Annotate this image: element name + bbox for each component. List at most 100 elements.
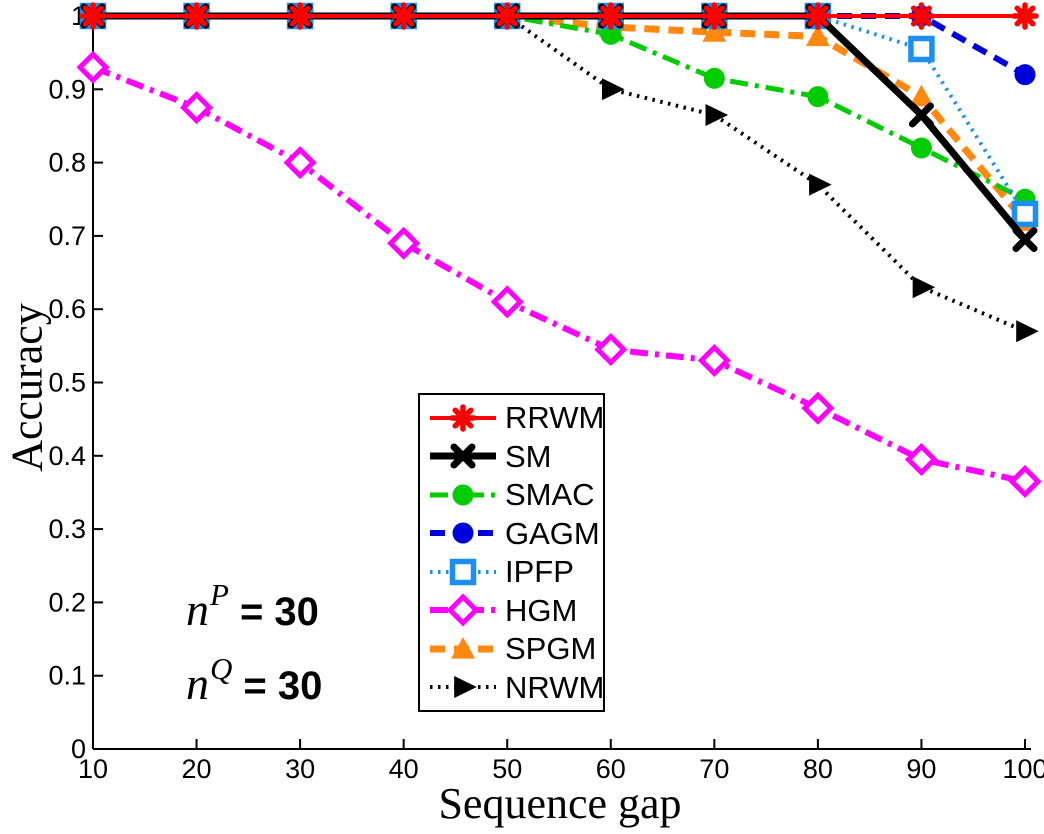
legend-item-HGM: HGM (428, 592, 603, 628)
legend-label-RRWM: RRWM (505, 400, 605, 436)
series-marker-HGM (1008, 464, 1042, 498)
legend-marker-glyph-GAGM (452, 522, 474, 544)
series-marker-SPGM (805, 24, 830, 47)
legend-marker-glyph-IPFP (449, 558, 477, 585)
legend-label-SPGM: SPGM (505, 631, 597, 667)
y-axis-label: Accuracy (2, 303, 52, 472)
legend-marker-NRWM (430, 676, 496, 699)
series-marker-HGM (490, 285, 524, 319)
series-marker-NRWM (809, 173, 832, 196)
x-tick-label: 30 (285, 754, 315, 784)
y-tick-label: 0.3 (48, 514, 86, 544)
series-marker-SM (1012, 227, 1038, 253)
legend-marker-glyph-SMAC (452, 484, 474, 506)
legend-label-IPFP: IPFP (505, 554, 574, 590)
legend-marker-IPFP (430, 558, 496, 585)
x-tick-label: 90 (906, 754, 936, 784)
series-line-NRWM (93, 14, 1026, 334)
legend-marker-glyph-SM (450, 443, 476, 469)
series-marker-IPFP (908, 35, 935, 63)
y-tick-label: 0.4 (48, 441, 86, 471)
series-marker-HGM (594, 332, 628, 367)
y-tick-label: 0.9 (48, 74, 86, 104)
series-line-HGM (91, 64, 1026, 485)
legend-marker-glyph-SPGM (451, 636, 475, 659)
series-marker-RRWM (597, 2, 625, 30)
legend-label-NRWM: NRWM (505, 669, 605, 705)
x-tick-label: 40 (389, 754, 419, 784)
legend-item-NRWM: NRWM (428, 669, 605, 705)
series-marker-HGM (697, 343, 731, 378)
series-line-SMAC (93, 13, 1027, 202)
series-marker-IPFP (1011, 200, 1039, 228)
series-marker-RRWM (1011, 2, 1039, 30)
x-tick-label: 10 (78, 754, 108, 784)
annotation-nq-var: n (186, 658, 209, 709)
annotation-nq-value: = 30 (243, 664, 323, 708)
y-tick-label: 0.5 (48, 368, 86, 398)
legend-label-GAGM: GAGM (505, 515, 600, 551)
series-marker-RRWM (79, 2, 107, 30)
series-line-SPGM (93, 12, 1028, 224)
legend-marker-glyph-HGM (446, 593, 480, 627)
y-tick-label: 0.2 (48, 587, 86, 617)
annotation-np-sup: P (210, 577, 229, 612)
series-marker-HGM (801, 391, 835, 425)
legend-marker-SPGM (430, 636, 496, 659)
legend: RRWM SM SMAC GAGM IPFP HGM SPGM NRWM (418, 393, 605, 712)
series-marker-RRWM (493, 2, 521, 30)
series-marker-RRWM (286, 2, 314, 30)
series-marker-HGM (387, 226, 421, 260)
legend-marker-HGM (430, 593, 496, 627)
series-marker-SMAC (807, 86, 829, 108)
legend-marker-RRWM (430, 403, 496, 432)
x-tick-label: 50 (492, 754, 522, 784)
series-marker-SM (908, 102, 934, 128)
y-tick-label: 0.8 (48, 148, 86, 178)
series-marker-GAGM (1014, 64, 1036, 86)
series-marker-NRWM (912, 276, 936, 299)
annotation-np: nP = 30 (186, 577, 319, 636)
legend-label-SMAC: SMAC (505, 477, 595, 513)
y-tick-label: 0.1 (48, 661, 86, 691)
x-tick-label: 100 (1002, 754, 1044, 784)
annotation-np-var: n (186, 584, 209, 635)
x-tick-label: 70 (699, 754, 729, 784)
legend-marker-glyph-NRWM (454, 676, 477, 699)
annotation-nq: nQ = 30 (186, 651, 323, 710)
x-tick-label: 80 (803, 754, 833, 784)
series-marker-RRWM (907, 2, 936, 30)
series-marker-RRWM (182, 2, 211, 30)
annotation-np-value: = 30 (239, 590, 319, 634)
series-marker-SMAC (703, 67, 725, 89)
y-tick-label: 0.7 (48, 221, 86, 251)
series-marker-RRWM (389, 2, 418, 30)
legend-label-SM: SM (505, 438, 552, 474)
series-marker-RRWM (700, 2, 729, 30)
x-tick-label: 60 (596, 754, 626, 784)
legend-item-IPFP: IPFP (428, 554, 603, 590)
legend-label-HGM: HGM (505, 592, 578, 628)
legend-item-SM: SM (428, 438, 603, 474)
legend-marker-glyph-RRWM (449, 403, 477, 432)
x-tick-label: 20 (182, 754, 212, 784)
y-tick-label: 0.6 (48, 294, 86, 324)
legend-item-SPGM: SPGM (428, 631, 603, 667)
annotation-nq-sup: Q (210, 651, 233, 686)
series-marker-SMAC (910, 137, 932, 159)
legend-marker-SM (430, 443, 496, 469)
legend-marker-GAGM (430, 522, 496, 544)
legend-item-RRWM: RRWM (428, 400, 605, 436)
series-marker-RRWM (804, 2, 832, 30)
series-marker-HGM (76, 50, 110, 84)
series-line-IPFP (93, 14, 1027, 215)
legend-item-GAGM: GAGM (428, 515, 603, 551)
series-marker-SPGM (909, 84, 934, 107)
series-marker-NRWM (705, 103, 729, 126)
series-marker-HGM (904, 442, 938, 477)
legend-item-SMAC: SMAC (428, 477, 603, 513)
series-marker-NRWM (601, 78, 625, 101)
legend-marker-SMAC (430, 484, 496, 506)
series-marker-SPGM (702, 20, 727, 42)
